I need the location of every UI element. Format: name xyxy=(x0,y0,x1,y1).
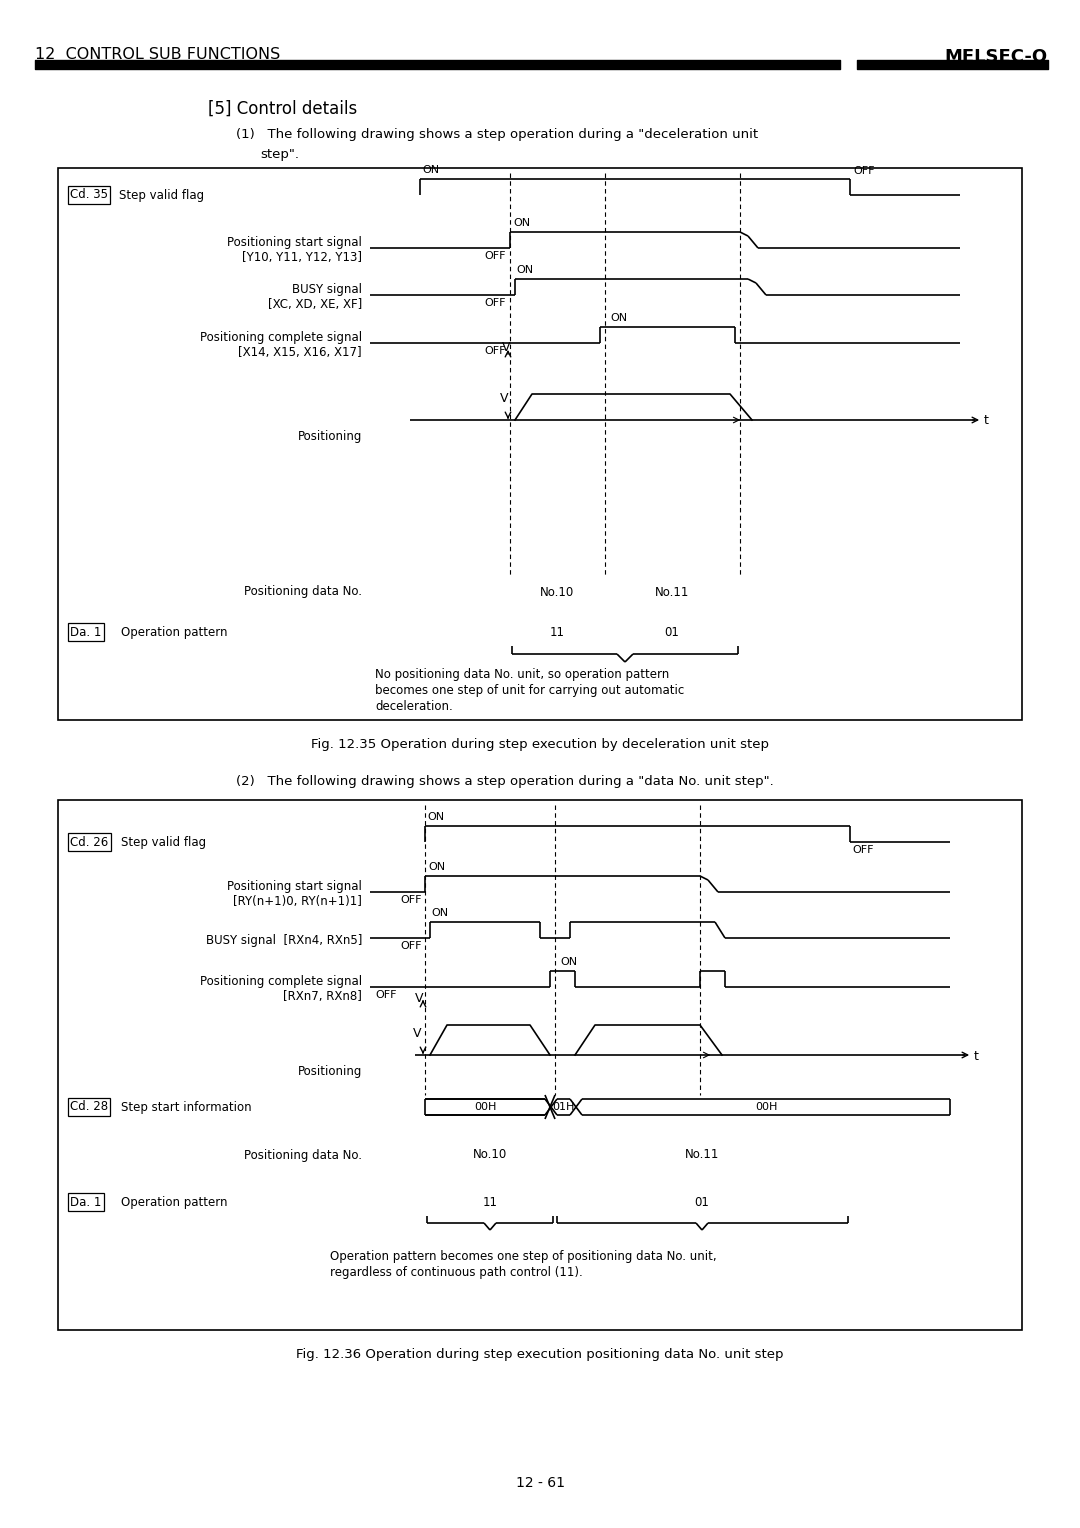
Text: V: V xyxy=(500,393,509,405)
Text: Da. 1: Da. 1 xyxy=(70,625,102,639)
Text: ON: ON xyxy=(431,908,448,918)
Text: Step valid flag: Step valid flag xyxy=(121,836,206,850)
Text: Cd. 35: Cd. 35 xyxy=(70,188,108,202)
Text: Da. 1: Da. 1 xyxy=(70,1195,102,1209)
Text: Positioning: Positioning xyxy=(298,429,362,443)
Text: Positioning complete signal: Positioning complete signal xyxy=(200,332,362,344)
Text: step".: step". xyxy=(260,148,299,160)
Text: Operation pattern: Operation pattern xyxy=(121,1196,228,1209)
Text: MELSEC-Q: MELSEC-Q xyxy=(945,47,1048,66)
Text: OFF: OFF xyxy=(485,251,507,261)
Text: ON: ON xyxy=(428,862,445,872)
Text: BUSY signal  [RXn4, RXn5]: BUSY signal [RXn4, RXn5] xyxy=(205,934,362,947)
Bar xyxy=(58,801,1022,1329)
Text: ON: ON xyxy=(561,957,577,967)
Text: 01: 01 xyxy=(664,625,679,639)
Text: deceleration.: deceleration. xyxy=(375,700,453,714)
Text: No.11: No.11 xyxy=(654,585,689,599)
Text: OFF: OFF xyxy=(485,298,507,309)
Text: No.11: No.11 xyxy=(685,1149,719,1161)
Text: (2)   The following drawing shows a step operation during a "data No. unit step": (2) The following drawing shows a step o… xyxy=(237,775,773,788)
Text: 00H: 00H xyxy=(755,1102,778,1112)
Text: Step start information: Step start information xyxy=(121,1102,252,1114)
Text: [XC, XD, XE, XF]: [XC, XD, XE, XF] xyxy=(268,298,362,312)
Text: Positioning data No.: Positioning data No. xyxy=(244,1149,362,1161)
Text: ON: ON xyxy=(422,165,440,176)
Text: V: V xyxy=(415,992,423,1005)
Text: Step valid flag: Step valid flag xyxy=(119,189,204,202)
Text: t: t xyxy=(974,1050,978,1062)
Text: No.10: No.10 xyxy=(540,585,575,599)
Text: Positioning start signal: Positioning start signal xyxy=(227,880,362,892)
Text: 12 - 61: 12 - 61 xyxy=(515,1476,565,1490)
Text: Operation pattern: Operation pattern xyxy=(121,626,228,639)
Text: 11: 11 xyxy=(483,1195,498,1209)
Text: BUSY signal: BUSY signal xyxy=(292,283,362,296)
Text: becomes one step of unit for carrying out automatic: becomes one step of unit for carrying ou… xyxy=(375,685,685,697)
Text: (1)   The following drawing shows a step operation during a "deceleration unit: (1) The following drawing shows a step o… xyxy=(237,128,758,141)
Text: OFF: OFF xyxy=(852,845,874,856)
Text: [RY(n+1)0, RY(n+1)1]: [RY(n+1)0, RY(n+1)1] xyxy=(233,895,362,908)
Text: t: t xyxy=(984,414,989,428)
Text: V: V xyxy=(502,341,511,354)
Bar xyxy=(58,168,1022,720)
Text: Operation pattern becomes one step of positioning data No. unit,: Operation pattern becomes one step of po… xyxy=(330,1250,717,1264)
Text: [X14, X15, X16, X17]: [X14, X15, X16, X17] xyxy=(239,345,362,359)
Text: 00H: 00H xyxy=(474,1102,496,1112)
Text: Fig. 12.36 Operation during step execution positioning data No. unit step: Fig. 12.36 Operation during step executi… xyxy=(296,1348,784,1361)
Text: [Y10, Y11, Y12, Y13]: [Y10, Y11, Y12, Y13] xyxy=(242,251,362,264)
Text: [RXn7, RXn8]: [RXn7, RXn8] xyxy=(283,990,362,1002)
Text: Positioning data No.: Positioning data No. xyxy=(244,585,362,599)
Text: 01: 01 xyxy=(694,1195,710,1209)
Text: No.10: No.10 xyxy=(473,1149,508,1161)
Text: ON: ON xyxy=(516,264,534,275)
Text: OFF: OFF xyxy=(485,345,507,356)
Text: 01H: 01H xyxy=(552,1102,575,1112)
Text: ON: ON xyxy=(513,219,530,228)
Text: OFF: OFF xyxy=(401,895,422,905)
Text: 12  CONTROL SUB FUNCTIONS: 12 CONTROL SUB FUNCTIONS xyxy=(35,47,280,63)
Text: regardless of continuous path control (11).: regardless of continuous path control (1… xyxy=(330,1267,583,1279)
Text: [5] Control details: [5] Control details xyxy=(208,99,357,118)
Text: OFF: OFF xyxy=(375,990,396,999)
Text: Fig. 12.35 Operation during step execution by deceleration unit step: Fig. 12.35 Operation during step executi… xyxy=(311,738,769,750)
Text: Cd. 28: Cd. 28 xyxy=(70,1100,108,1114)
Text: Cd. 26: Cd. 26 xyxy=(70,836,108,848)
Text: OFF: OFF xyxy=(853,167,875,176)
Text: 11: 11 xyxy=(550,625,565,639)
Text: OFF: OFF xyxy=(401,941,422,950)
Text: ON: ON xyxy=(610,313,627,322)
Text: Positioning start signal: Positioning start signal xyxy=(227,235,362,249)
Text: V: V xyxy=(413,1027,421,1041)
Text: Positioning complete signal: Positioning complete signal xyxy=(200,975,362,989)
Text: ON: ON xyxy=(427,811,444,822)
Text: Positioning: Positioning xyxy=(298,1065,362,1077)
Text: No positioning data No. unit, so operation pattern: No positioning data No. unit, so operati… xyxy=(375,668,670,681)
